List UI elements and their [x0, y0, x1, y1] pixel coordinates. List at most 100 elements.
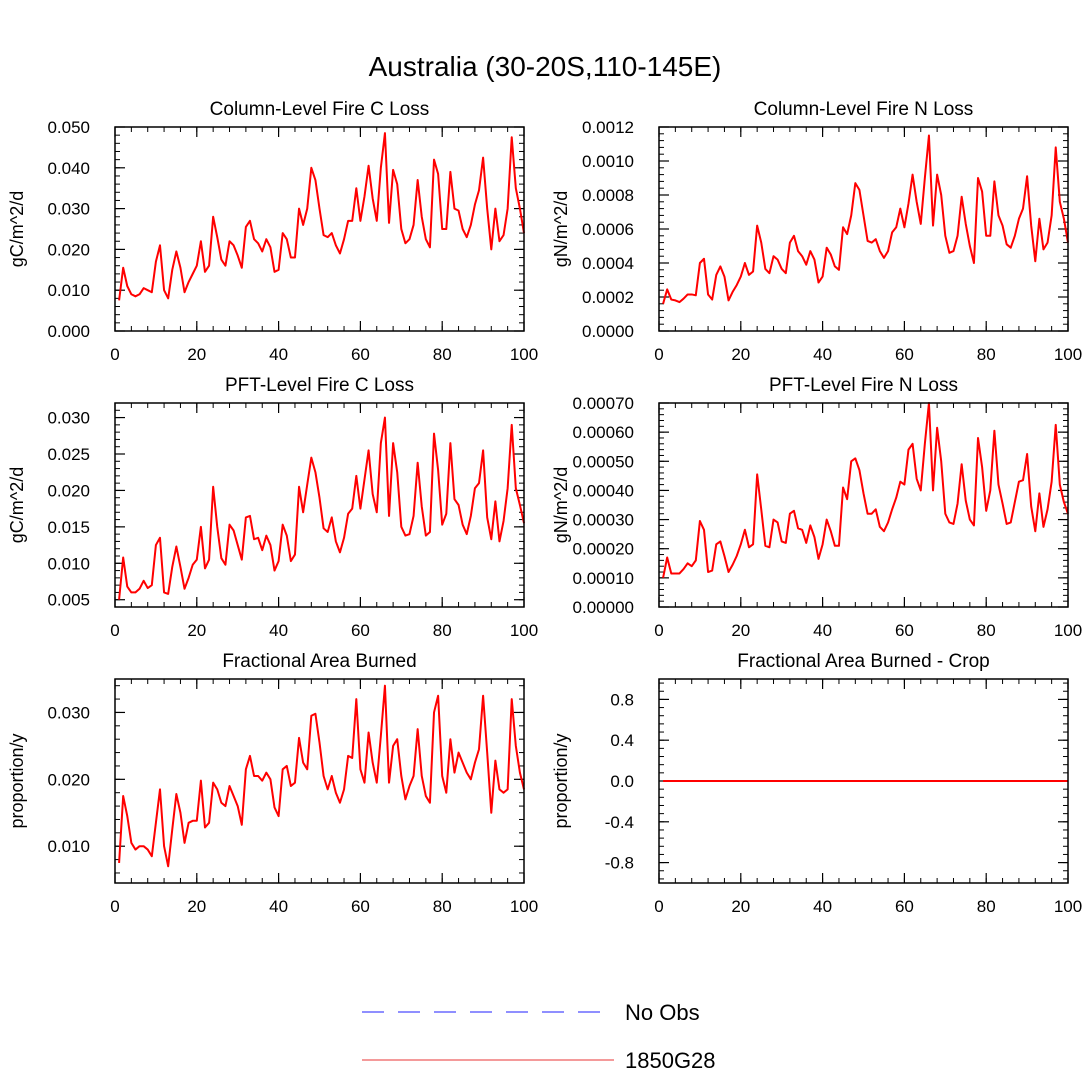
y-tick-label: -0.8	[605, 854, 634, 873]
panel-2: Column-Level Fire N Loss gN/m^2/d 0 20 40 60 8…	[551, 99, 1082, 364]
x-tick-label: 100	[1054, 621, 1082, 640]
x-tick-label: 60	[351, 897, 370, 916]
y-axis-label: gC/m^2/d	[7, 467, 27, 543]
x-tick-label: 40	[813, 345, 832, 364]
y-tick-label: 0.030	[47, 200, 90, 219]
series-line-1850G28	[118, 684, 525, 868]
y-axis-label: proportion/y	[7, 733, 27, 828]
y-tick-label: 0.010	[47, 281, 90, 300]
plot-frame	[114, 678, 525, 884]
panel-6: Fractional Area Burned - Crop proportion/…	[551, 651, 1082, 916]
x-tick-label: 0	[110, 345, 119, 364]
panel-title: Fractional Area Burned - Crop	[737, 651, 989, 672]
y-tick-label: 0.040	[47, 159, 90, 178]
y-tick-label: 0.010	[47, 554, 90, 573]
x-tick-label: 100	[510, 345, 538, 364]
x-tick-label: 20	[731, 621, 750, 640]
x-tick-label: 100	[1054, 897, 1082, 916]
legend-label: 1850G28	[625, 1048, 716, 1073]
y-tick-label: 0.0010	[582, 152, 634, 171]
x-tick-label: 40	[269, 621, 288, 640]
panel-4: PFT-Level Fire N Loss gN/m^2/d 0 20 40 60 80 10…	[551, 375, 1082, 640]
x-tick-label: 80	[433, 621, 452, 640]
y-axis-label: gC/m^2/d	[7, 191, 27, 267]
y-tick-label: 0.0002	[582, 288, 634, 307]
y-tick-label: 0.000	[47, 322, 90, 341]
y-tick-label: 0.005	[47, 591, 90, 610]
x-tick-label: 60	[895, 621, 914, 640]
plot-frame	[114, 126, 525, 332]
y-tick-label: 0.0004	[582, 254, 634, 273]
series-line-1850G28	[662, 134, 1069, 305]
y-tick-label: 0.030	[47, 409, 90, 428]
x-tick-label: 20	[731, 897, 750, 916]
x-tick-label: 0	[654, 345, 663, 364]
x-tick-label: 80	[977, 621, 996, 640]
y-tick-label: 0.00040	[573, 481, 634, 500]
y-tick-label: 0.00060	[573, 423, 634, 442]
panel-title: Fractional Area Burned	[222, 651, 416, 672]
series-line-1850G28	[118, 416, 525, 600]
x-tick-label: 0	[654, 621, 663, 640]
x-tick-label: 80	[433, 897, 452, 916]
y-tick-label: 0.010	[47, 837, 90, 856]
y-tick-label: 0.030	[47, 703, 90, 722]
series-line-1850G28	[118, 132, 525, 301]
plot-frame	[658, 402, 1069, 608]
x-tick-label: 40	[269, 345, 288, 364]
y-tick-label: 0.00050	[573, 452, 634, 471]
y-tick-label: 0.0008	[582, 186, 634, 205]
y-tick-label: 0.020	[47, 770, 90, 789]
y-tick-label: 0.020	[47, 240, 90, 259]
x-tick-label: 20	[187, 897, 206, 916]
x-tick-label: 80	[977, 345, 996, 364]
y-tick-label: 0.4	[610, 731, 634, 750]
x-tick-label: 60	[895, 897, 914, 916]
x-tick-label: 60	[351, 621, 370, 640]
panel-title: Column-Level Fire N Loss	[754, 99, 974, 120]
x-tick-label: 100	[1054, 345, 1082, 364]
x-tick-label: 20	[731, 345, 750, 364]
x-tick-label: 60	[895, 345, 914, 364]
plot-frame	[658, 126, 1069, 332]
y-tick-label: -0.4	[605, 813, 634, 832]
x-tick-label: 80	[977, 897, 996, 916]
y-tick-label: 0.0012	[582, 118, 634, 137]
y-tick-label: 0.025	[47, 445, 90, 464]
x-tick-label: 20	[187, 621, 206, 640]
series-line-1850G28	[662, 402, 1069, 579]
y-tick-label: 0.00070	[573, 394, 634, 413]
panel-title: PFT-Level Fire C Loss	[225, 375, 414, 396]
x-tick-label: 0	[110, 897, 119, 916]
x-tick-label: 40	[813, 897, 832, 916]
panels: Column-Level Fire C Loss gC/m^2/d 0 20 40 60 8…	[7, 99, 1082, 916]
x-tick-label: 40	[269, 897, 288, 916]
x-tick-label: 0	[654, 897, 663, 916]
y-axis-label: gN/m^2/d	[551, 467, 571, 543]
panel-1: Column-Level Fire C Loss gC/m^2/d 0 20 40 60 8…	[7, 99, 538, 364]
y-tick-label: 0.00020	[573, 540, 634, 559]
legend: No Obs 1850G28	[362, 1000, 716, 1073]
y-tick-label: 0.00010	[573, 569, 634, 588]
figure-title: Australia (30-20S,110-145E)	[369, 51, 722, 82]
x-tick-label: 100	[510, 897, 538, 916]
y-tick-label: 0.00030	[573, 511, 634, 530]
panel-3: PFT-Level Fire C Loss gC/m^2/d 0 20 40 60 80 10…	[7, 375, 538, 640]
y-tick-label: 0.0	[610, 772, 634, 791]
plot-frame	[658, 678, 1069, 884]
legend-label: No Obs	[625, 1000, 700, 1025]
y-tick-label: 0.020	[47, 481, 90, 500]
y-axis-label: proportion/y	[551, 733, 571, 828]
panel-title: PFT-Level Fire N Loss	[769, 375, 958, 396]
y-tick-label: 0.015	[47, 518, 90, 537]
y-tick-label: 0.8	[610, 690, 634, 709]
x-tick-label: 20	[187, 345, 206, 364]
y-tick-label: 0.0006	[582, 220, 634, 239]
y-tick-label: 0.0000	[582, 322, 634, 341]
panel-5: Fractional Area Burned proportion/y 0 20 40 6…	[7, 651, 538, 916]
x-tick-label: 80	[433, 345, 452, 364]
y-axis-label: gN/m^2/d	[551, 191, 571, 267]
panel-title: Column-Level Fire C Loss	[210, 99, 430, 120]
x-tick-label: 60	[351, 345, 370, 364]
